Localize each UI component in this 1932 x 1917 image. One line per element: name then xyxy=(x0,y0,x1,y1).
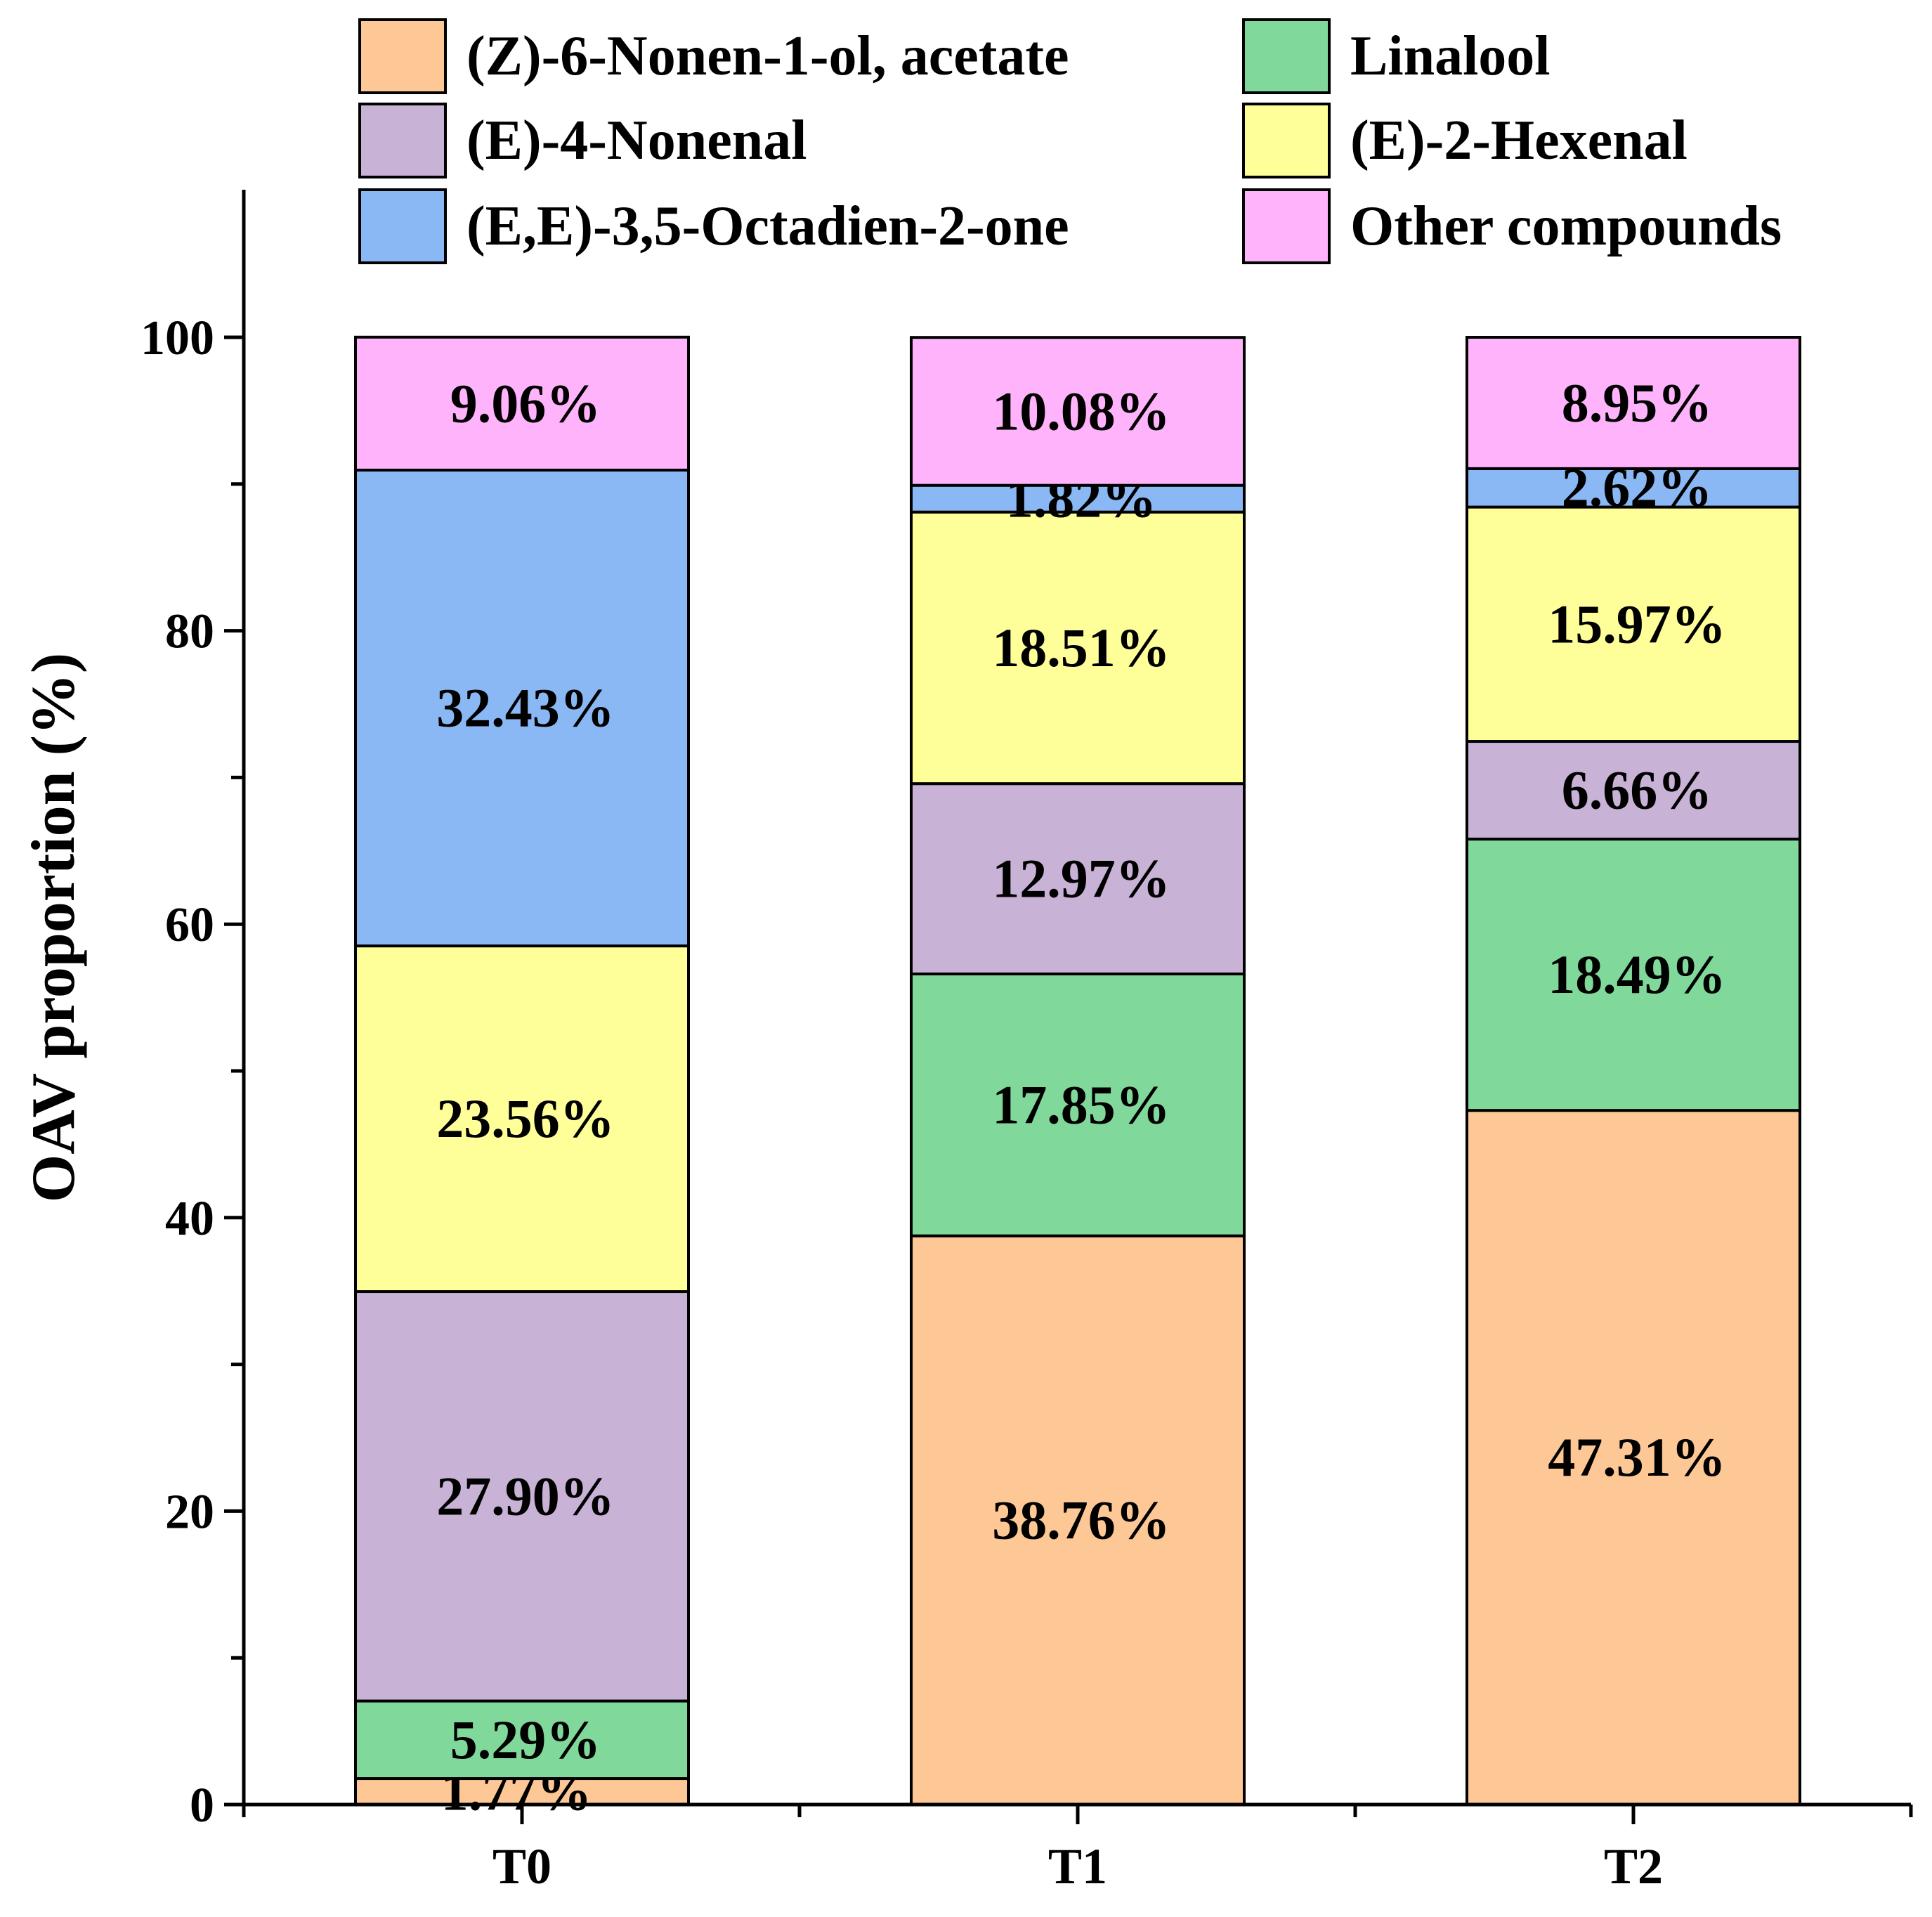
data-label-T0-series-2: 27.90% xyxy=(436,1465,615,1526)
data-label-T2-series-1: 18.49% xyxy=(1548,944,1726,1005)
legend-item-2: (E)-4-Nonenal xyxy=(358,103,807,178)
y-axis-label: OAV proportion (%) xyxy=(20,653,88,1202)
y-tick-label-20: 20 xyxy=(165,1485,214,1539)
data-label-T2-series-2: 6.66% xyxy=(1562,760,1713,821)
bar-T2-series-5 xyxy=(1466,336,1801,470)
bar-T2-series-2 xyxy=(1466,740,1801,841)
legend: (Z)-6-Nonen-1-ol, acetate Linalool (E)-4-N… xyxy=(358,18,1782,264)
bar-T2-series-0 xyxy=(1466,1109,1801,1807)
legend-label-2: (E)-4-Nonenal xyxy=(466,110,807,171)
data-label-T2-series-3: 15.97% xyxy=(1548,593,1726,654)
legend-label-3: (E)-2-Hexenal xyxy=(1350,110,1688,171)
bar-T2-series-1 xyxy=(1466,838,1801,1112)
legend-label-1: Linalool xyxy=(1350,25,1551,87)
data-label-T2-series-5: 8.95% xyxy=(1562,372,1713,433)
bar-T1-series-3 xyxy=(910,510,1246,786)
legend-item-1: Linalool xyxy=(1242,18,1551,94)
legend-swatch-2 xyxy=(358,103,447,178)
data-label-T1-series-2: 12.97% xyxy=(992,848,1170,909)
data-label-T0-series-3: 23.56% xyxy=(436,1088,615,1149)
y-tick-label-40: 40 xyxy=(165,1192,214,1246)
data-label-T1-series-5: 10.08% xyxy=(992,380,1170,441)
bar-T0-series-5 xyxy=(354,335,690,472)
data-label-T1-series-3: 18.51% xyxy=(992,617,1170,678)
legend-swatch-5 xyxy=(1242,188,1331,264)
data-label-T0-series-5: 9.06% xyxy=(450,372,601,434)
data-label-T1-series-0: 38.76% xyxy=(992,1489,1170,1550)
data-label-T2-series-0: 47.31% xyxy=(1548,1427,1726,1488)
y-tick-label-80: 80 xyxy=(165,605,214,659)
legend-swatch-3 xyxy=(1242,103,1331,178)
legend-swatch-1 xyxy=(1242,18,1331,94)
y-tick-label-60: 60 xyxy=(165,898,214,952)
legend-item-3: (E)-2-Hexenal xyxy=(1242,103,1688,178)
bar-T2-series-3 xyxy=(1466,505,1801,743)
legend-label-4: (E,E)-3,5-Octadien-2-one xyxy=(466,195,1069,257)
bars: 1.77%5.29%27.90%23.56%32.43%9.06%38.76%1… xyxy=(354,335,1801,1822)
data-label-T0-series-1: 5.29% xyxy=(450,1709,601,1770)
legend-label-5: Other compounds xyxy=(1350,195,1782,257)
axes: 0 20 40 60 80 100 T0 T1 T2 xyxy=(141,190,1913,1895)
x-tick-label-T1: T1 xyxy=(1048,1838,1107,1895)
bar-T0-series-4 xyxy=(354,468,690,948)
bar-T1-series-2 xyxy=(910,782,1246,975)
bar-T1-series-5 xyxy=(910,336,1246,487)
legend-item-5: Other compounds xyxy=(1242,188,1782,264)
x-tick-label-T2: T2 xyxy=(1604,1838,1663,1895)
bar-T1-series-0 xyxy=(910,1234,1246,1806)
legend-label-0: (Z)-6-Nonen-1-ol, acetate xyxy=(466,25,1069,87)
bar-T1-series-4 xyxy=(910,483,1246,514)
y-tick-label-100: 100 xyxy=(141,311,214,365)
legend-swatch-4 xyxy=(358,188,447,264)
bar-T1-series-1 xyxy=(910,972,1246,1237)
data-label-T0-series-4: 32.43% xyxy=(436,677,615,739)
legend-swatch-0 xyxy=(358,18,447,94)
y-tick-label-0: 0 xyxy=(190,1779,214,1833)
bar-T0-series-2 xyxy=(354,1290,690,1703)
data-label-T1-series-1: 17.85% xyxy=(992,1074,1170,1135)
legend-item-4: (E,E)-3,5-Octadien-2-one xyxy=(358,188,1069,264)
x-tick-label-T0: T0 xyxy=(492,1838,551,1895)
bar-T0-series-3 xyxy=(354,944,690,1294)
legend-item-0: (Z)-6-Nonen-1-ol, acetate xyxy=(358,18,1069,94)
